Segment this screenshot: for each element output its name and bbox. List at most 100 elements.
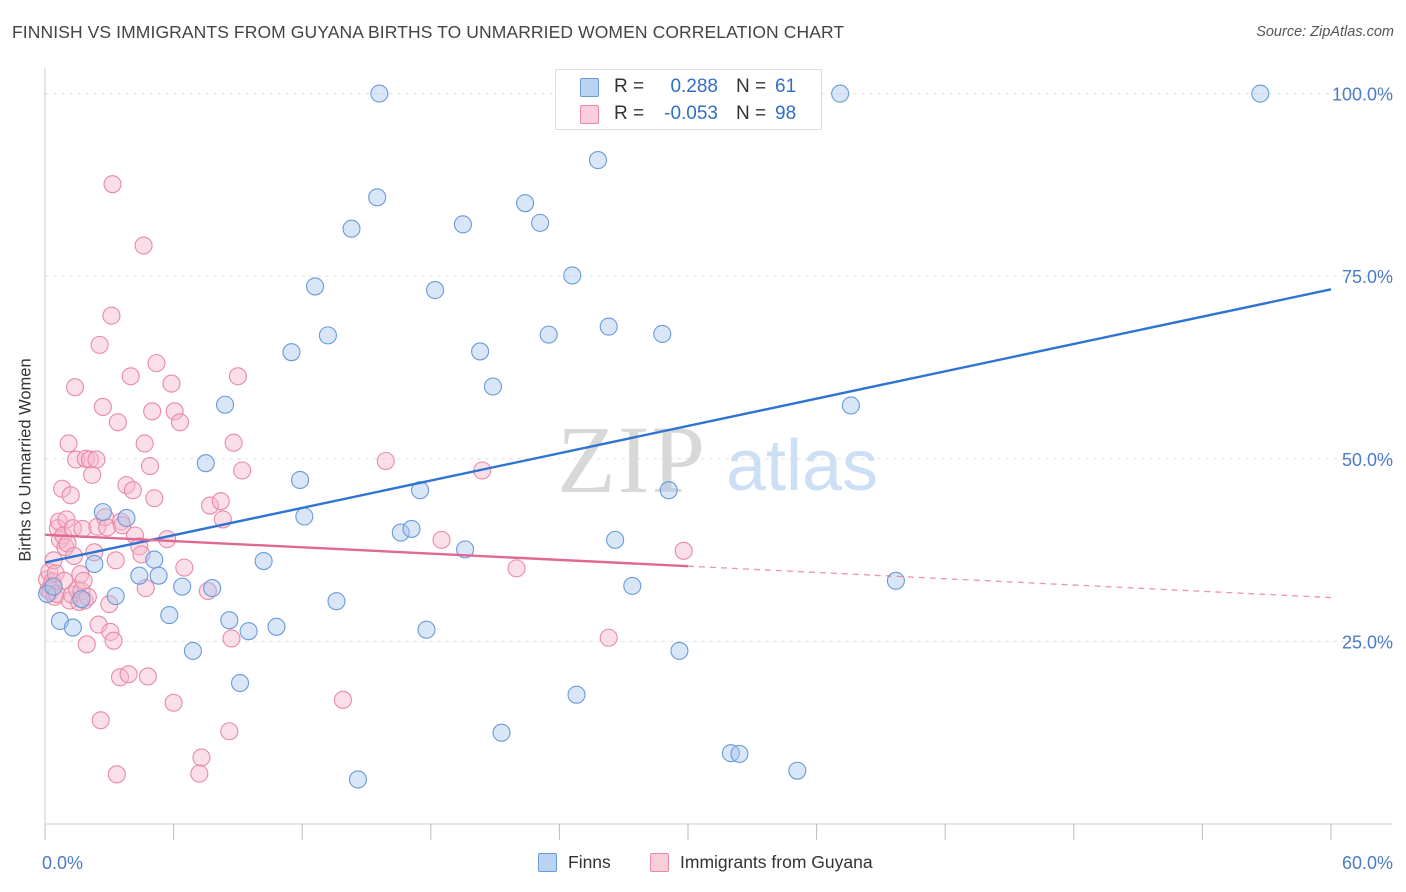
data-point-guyana [80,450,100,469]
data-point-finns [117,508,136,528]
data-point-guyana [102,306,121,325]
legend-n-label: N = [736,76,767,97]
y-tick-label: 100.0% [1332,85,1393,105]
data-point-finns [348,770,367,789]
data-point-guyana [175,558,194,577]
legend-n-value: 61 [775,76,797,97]
data-point-finns [841,396,860,415]
trend-line-guyana-extension [687,565,1332,599]
data-point-guyana [220,722,239,741]
data-point-finns [370,84,389,103]
data-point-guyana [119,665,138,684]
y-tick-label: 25.0% [1342,632,1393,652]
data-point-finns [239,622,258,641]
bottom-legend-label: Finns [568,852,611,872]
legend-r-value: -0.053 [664,103,718,124]
data-point-finns [402,519,421,538]
trend-line-finns [44,288,1332,564]
legend-row-finns: R = 0.288 N = 61 [556,74,821,100]
data-point-finns [44,577,63,596]
data-point-guyana [40,562,59,582]
data-point-guyana [65,378,85,397]
data-point-finns [417,620,436,639]
data-point-finns [471,342,490,361]
data-point-finns [106,587,125,606]
trend-lines [44,288,1332,599]
data-point-finns [282,343,301,362]
legend-r-label: R = [614,103,645,124]
data-point-finns [327,592,346,611]
data-point-guyana [107,765,126,784]
data-point-guyana [121,367,140,386]
data-point-guyana [222,629,241,648]
pink-series-points [38,175,693,784]
data-point-finns [203,579,222,598]
y-axis-label: Births to Unmarried Women [16,358,35,562]
data-point-finns [368,188,387,207]
data-point-guyana [108,413,127,432]
trend-line-guyana [44,533,689,568]
data-point-guyana [138,667,157,686]
data-point-finns [295,507,314,526]
data-point-finns [291,470,310,490]
legend-r-value: 0.288 [670,76,718,97]
data-point-finns [531,213,550,232]
data-point-guyana [170,413,190,432]
data-point-finns [130,566,149,585]
data-point-finns [318,326,337,345]
data-point-guyana [77,635,96,654]
data-point-guyana [145,489,164,508]
data-point-finns [267,617,286,636]
y-tick-label: 75.0% [1342,267,1393,287]
data-point-guyana [61,486,80,505]
data-point-guyana [123,481,142,500]
data-point-finns [588,151,608,170]
data-point-finns [606,530,625,549]
data-point-finns [730,744,749,763]
data-point-guyana [228,367,247,386]
data-point-finns [492,723,511,742]
data-point-guyana [376,451,395,471]
data-point-finns [653,324,672,343]
data-point-guyana [147,354,166,373]
data-point-finns [63,618,82,637]
data-point-guyana [211,492,230,511]
data-point-finns [539,325,558,344]
data-point-finns [230,673,250,693]
data-point-guyana [507,559,526,578]
data-point-guyana [104,631,123,650]
data-point-guyana [87,450,106,469]
data-point-finns [623,576,642,595]
data-point-guyana [164,693,183,712]
x-tick-label: 0.0% [42,853,83,873]
legend-row-guyana: R = -0.053 N = 98 [556,101,821,127]
bottom-legend-label: Immigrants from Guyana [680,852,873,872]
data-point-guyana [162,374,181,393]
data-point-guyana [200,496,220,515]
data-point-guyana [106,551,125,570]
watermark-atlas: atlas [726,426,878,506]
chart-title: FINNISH VS IMMIGRANTS FROM GUYANA BIRTHS… [12,22,845,42]
data-point-guyana [192,748,211,767]
data-point-finns [391,523,410,542]
y-tick-label: 50.0% [1342,450,1393,470]
data-point-guyana [224,433,243,452]
data-point-finns [483,377,503,396]
data-point-guyana [103,175,122,194]
data-point-finns [145,550,164,569]
x-tick-label: 60.0% [1342,853,1393,873]
data-point-finns [886,571,905,590]
data-point-guyana [333,690,352,709]
data-point-guyana [599,628,618,647]
data-point-finns [85,554,104,574]
data-point-finns [342,219,361,238]
data-point-guyana [143,402,162,421]
data-point-guyana [55,571,74,590]
data-point-finns [1251,84,1270,103]
data-point-guyana [135,434,154,453]
data-point-guyana [67,450,86,469]
data-point-guyana [73,519,92,538]
data-point-finns [563,266,582,285]
data-point-finns [567,685,586,704]
data-point-finns [215,395,235,414]
